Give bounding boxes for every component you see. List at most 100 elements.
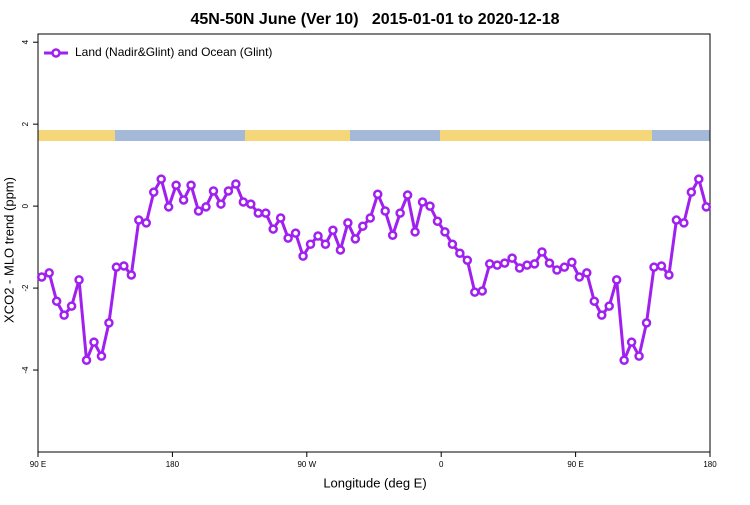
data-point: [514, 263, 525, 273]
data-point: [350, 234, 361, 244]
data-point: [268, 224, 278, 234]
data-point: [664, 270, 674, 280]
data-point: [283, 233, 293, 243]
x-tick-label: 180: [166, 460, 180, 469]
data-point: [679, 218, 689, 228]
data-point: [178, 195, 189, 205]
data-point: [246, 199, 256, 209]
data-point: [313, 231, 323, 241]
data-point: [358, 221, 368, 231]
x-axis-label: Longitude (deg E): [323, 475, 426, 490]
x-tick-label: 0: [439, 460, 444, 469]
data-point: [193, 206, 204, 216]
data-point: [208, 186, 219, 196]
data-point: [141, 218, 152, 228]
x-tick-label: 180: [703, 460, 717, 469]
data-point: [499, 258, 510, 268]
legend-marker: [51, 48, 61, 58]
data-point: [44, 268, 54, 278]
data-point: [201, 202, 211, 212]
data-point: [432, 216, 443, 227]
data-point: [387, 230, 398, 240]
data-point: [544, 258, 555, 268]
data-point: [425, 201, 435, 211]
x-tick-label: 90 E: [30, 460, 46, 469]
y-tick-label: -4: [21, 366, 30, 374]
data-point: [343, 218, 353, 228]
data-point: [507, 253, 517, 263]
data-point: [410, 227, 420, 237]
land-ocean-band: [38, 130, 710, 141]
data-point: [529, 259, 540, 269]
data-point: [567, 257, 577, 268]
data-point: [51, 296, 62, 306]
data-point: [484, 259, 495, 269]
data-point: [619, 355, 629, 365]
data-point: [275, 213, 286, 223]
data-point: [582, 268, 592, 278]
x-tick-label: 90 E: [567, 460, 583, 469]
data-point: [686, 187, 697, 197]
data-point: [656, 261, 667, 271]
y-tick-label: 0: [21, 203, 30, 208]
data-point: [216, 199, 226, 209]
series-line: [41, 175, 708, 361]
data-point: [395, 208, 405, 218]
data-point: [604, 301, 614, 311]
data-point: [290, 228, 301, 238]
data-point: [634, 351, 644, 361]
data-point: [126, 270, 137, 280]
data-point: [305, 239, 316, 249]
data-point: [447, 239, 458, 249]
ocean-band: [38, 130, 710, 141]
data-point: [492, 260, 502, 270]
data-point: [163, 202, 174, 212]
data-point: [477, 286, 488, 296]
y-tick-label: 4: [21, 39, 30, 44]
data-point: [372, 189, 383, 199]
land-band: [38, 130, 115, 141]
data-point: [298, 251, 308, 261]
data-point: [462, 255, 473, 265]
data-point: [552, 265, 562, 275]
data-point: [641, 318, 652, 328]
data-point: [253, 208, 264, 218]
data-point: [36, 272, 47, 282]
data-point: [537, 247, 547, 257]
data-point: [365, 213, 376, 223]
data-point: [402, 190, 413, 200]
land-band: [245, 130, 350, 141]
data-point: [559, 262, 570, 272]
y-tick-label: 2: [21, 121, 30, 126]
legend-label: Land (Nadir&Glint) and Ocean (Glint): [75, 45, 272, 59]
data-point: [455, 248, 465, 258]
data-point: [626, 337, 637, 347]
data-point: [522, 260, 532, 270]
data-point: [589, 296, 600, 306]
data-point: [611, 275, 622, 285]
data-point: [701, 202, 712, 212]
data-point: [671, 215, 682, 225]
data-point: [238, 197, 249, 207]
data-point: [156, 174, 166, 184]
data-point: [74, 275, 84, 285]
data-point: [574, 272, 585, 282]
data-point: [417, 197, 428, 207]
data-point: [96, 351, 107, 361]
data-point: [470, 287, 480, 297]
data-point: [694, 174, 704, 184]
data-point: [186, 180, 196, 190]
data-point: [328, 225, 338, 236]
data-point: [335, 245, 346, 255]
data-point: [59, 310, 69, 320]
data-point: [596, 310, 607, 320]
data-point: [223, 186, 234, 196]
data-point: [81, 355, 92, 365]
data-point: [104, 318, 114, 328]
data-point: [66, 301, 77, 311]
land-band: [440, 130, 652, 141]
data-point: [111, 262, 122, 272]
plot-frame: [37, 33, 711, 453]
data-point: [649, 262, 659, 272]
